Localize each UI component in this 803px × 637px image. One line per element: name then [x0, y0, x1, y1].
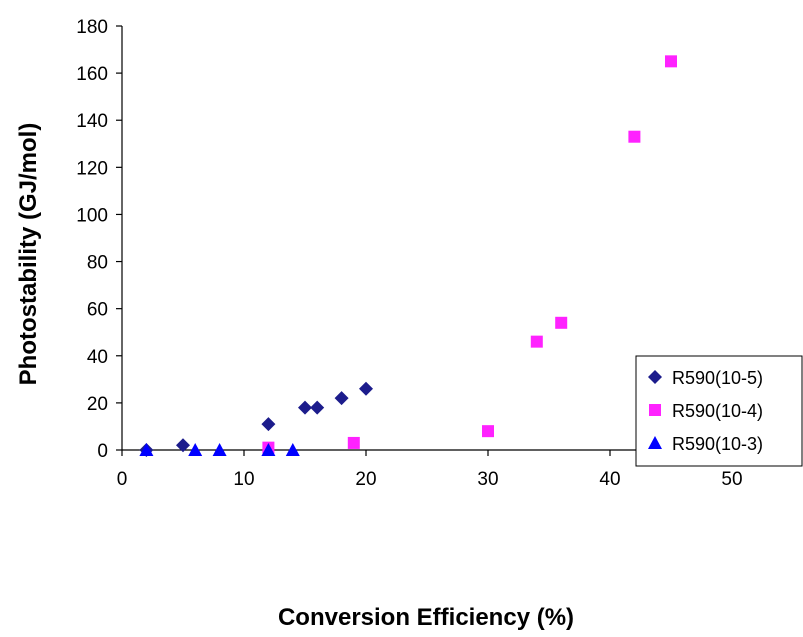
y-tick-label: 160: [76, 64, 108, 85]
y-axis-ticks: 0 20 40 60 80 100 120 140 160 180: [76, 17, 122, 462]
data-point-triangle: [285, 443, 300, 456]
data-point-square: [482, 425, 494, 438]
data-point-square: [347, 436, 360, 449]
data-markers: [139, 55, 677, 457]
y-tick-label: 0: [97, 441, 108, 462]
data-point-triangle: [261, 443, 276, 456]
data-point-diamond: [261, 417, 276, 432]
x-axis-title: Conversion Efficiency (%): [278, 604, 574, 631]
legend-label: R590(10-4): [672, 401, 763, 421]
legend-label: R590(10-5): [672, 368, 763, 388]
y-tick-label: 120: [76, 158, 108, 179]
x-axis-ticks: 0 10 20 30 40 50: [117, 450, 743, 490]
y-tick-label: 180: [76, 17, 108, 38]
data-point-diamond: [310, 400, 325, 415]
y-tick-label: 140: [76, 111, 108, 132]
data-point-diamond: [298, 400, 312, 415]
x-tick-label: 10: [233, 469, 254, 490]
x-tick-label: 20: [355, 469, 376, 490]
legend-marker-square: [649, 404, 661, 416]
data-point-square: [665, 55, 677, 68]
data-point-diamond: [359, 381, 373, 396]
legend-marker-diamond: [648, 370, 662, 384]
legend: R590(10-5) R590(10-4) R590(10-3): [635, 355, 803, 467]
data-point-square: [628, 130, 641, 143]
y-tick-label: 100: [76, 205, 108, 226]
y-tick-label: 80: [87, 253, 108, 274]
y-tick-label: 40: [87, 347, 108, 368]
data-point-triangle: [139, 443, 154, 456]
y-axis-title: Photostability (GJ/mol): [15, 123, 42, 386]
legend-items: R590(10-5) R590(10-4) R590(10-3): [648, 368, 763, 454]
data-point-square: [530, 335, 543, 348]
data-point-diamond: [334, 391, 349, 406]
x-tick-label: 0: [117, 469, 128, 490]
data-point-triangle: [188, 443, 203, 456]
x-tick-label: 50: [721, 469, 742, 490]
legend-box: [635, 355, 803, 467]
legend-label: R590(10-3): [672, 434, 763, 454]
legend-marker-triangle: [648, 436, 662, 449]
data-point-triangle: [212, 443, 227, 456]
x-tick-label: 30: [477, 469, 498, 490]
plot-area: 0 20 40 60 80 100 120 140 160 180 0 10 20 30 40 50: [76, 17, 742, 490]
y-tick-label: 20: [87, 394, 108, 415]
x-tick-label: 40: [599, 469, 620, 490]
data-point-square: [555, 316, 568, 329]
y-tick-label: 60: [87, 300, 108, 321]
data-point-diamond: [176, 438, 190, 453]
